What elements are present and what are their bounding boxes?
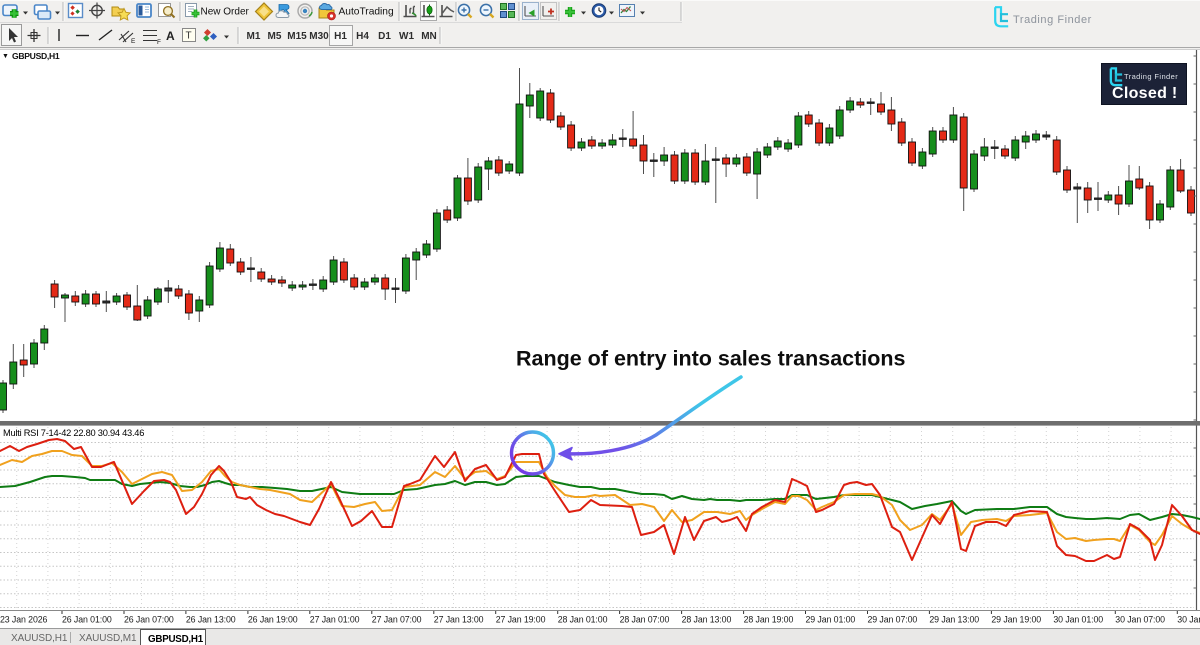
svg-text:30 Jan 01:00: 30 Jan 01:00 (1053, 615, 1103, 625)
svg-text:F: F (157, 39, 161, 46)
svg-text:28 Jan 13:00: 28 Jan 13:00 (682, 615, 732, 625)
svg-text:H4: H4 (356, 31, 369, 42)
svg-text:29 Jan 01:00: 29 Jan 01:00 (806, 615, 856, 625)
svg-text:29 Jan 19:00: 29 Jan 19:00 (991, 615, 1041, 625)
svg-text:W1: W1 (399, 31, 414, 42)
svg-text:M5: M5 (268, 31, 282, 42)
svg-text:A: A (166, 29, 175, 43)
svg-text:27 Jan 13:00: 27 Jan 13:00 (434, 615, 484, 625)
svg-text:28 Jan 01:00: 28 Jan 01:00 (558, 615, 608, 625)
svg-text:26 Jan 19:00: 26 Jan 19:00 (248, 615, 298, 625)
svg-text:29 Jan 13:00: 29 Jan 13:00 (929, 615, 979, 625)
svg-text:AutoTrading: AutoTrading (339, 7, 394, 18)
svg-text:23 Jan 2026: 23 Jan 2026 (0, 615, 48, 625)
svg-text:M30: M30 (309, 31, 329, 42)
svg-text:D1: D1 (378, 31, 391, 42)
svg-text:30 Jan 07:00: 30 Jan 07:00 (1115, 615, 1165, 625)
svg-text:29 Jan 07:00: 29 Jan 07:00 (868, 615, 918, 625)
svg-text:30 Jan 13:00: 30 Jan 13:00 (1177, 615, 1200, 625)
svg-text:27 Jan 01:00: 27 Jan 01:00 (310, 615, 360, 625)
svg-text:26 Jan 01:00: 26 Jan 01:00 (62, 615, 112, 625)
svg-text:Multi RSI 7-14-42 22.80 30.94: Multi RSI 7-14-42 22.80 30.94 43.46 (3, 428, 144, 438)
svg-text:26 Jan 07:00: 26 Jan 07:00 (124, 615, 174, 625)
svg-text:M1: M1 (247, 31, 261, 42)
svg-text:H1: H1 (334, 31, 347, 42)
svg-text:28 Jan 19:00: 28 Jan 19:00 (744, 615, 794, 625)
svg-text:Range of entry into sales tran: Range of entry into sales transactions (516, 347, 906, 371)
svg-text:27 Jan 07:00: 27 Jan 07:00 (372, 615, 422, 625)
svg-text:28 Jan 07:00: 28 Jan 07:00 (620, 615, 670, 625)
svg-text:26 Jan 13:00: 26 Jan 13:00 (186, 615, 236, 625)
svg-text:T: T (186, 31, 192, 42)
svg-text:New Order: New Order (201, 7, 250, 18)
svg-text:E: E (131, 38, 136, 45)
svg-text:MN: MN (421, 31, 437, 42)
svg-text:M15: M15 (287, 31, 307, 42)
svg-text:27 Jan 19:00: 27 Jan 19:00 (496, 615, 546, 625)
